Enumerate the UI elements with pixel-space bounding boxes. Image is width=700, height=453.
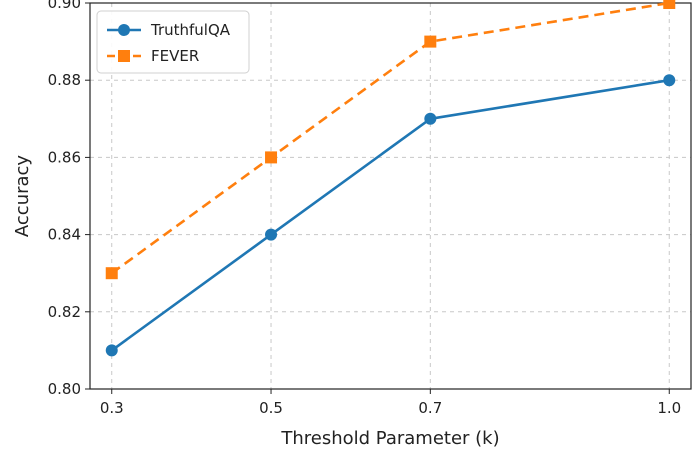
legend-entry-fever: FEVER	[107, 47, 199, 65]
legend-label: TruthfulQA	[150, 21, 231, 39]
x-tick-label: 0.3	[100, 399, 124, 417]
data-point	[424, 35, 437, 48]
series-fever	[105, 0, 676, 280]
data-point	[265, 151, 278, 164]
data-point	[424, 112, 437, 125]
series-line-truthfulqa	[110, 78, 670, 352]
series-group	[105, 0, 676, 357]
y-tick-label: 0.82	[48, 303, 81, 321]
legend-box	[96, 10, 250, 74]
x-axis-label: Threshold Parameter (k)	[280, 428, 499, 449]
y-tick-label: 0.80	[48, 380, 81, 398]
axis-ticks: 0.80 0.82 0.84 0.86 0.88 0.90 0.3 0.5 0.7 1.0	[48, 0, 682, 417]
grid	[90, 2, 691, 390]
plot-area	[89, 2, 692, 390]
series-line-fever	[110, 1, 670, 275]
data-point	[663, 0, 676, 9]
legend-marker	[118, 50, 130, 62]
legend-marker	[118, 24, 130, 36]
legend-entry-truthfulqa: TruthfulQA	[107, 21, 231, 39]
legend-label: FEVER	[151, 47, 199, 65]
data-point	[663, 74, 676, 87]
legend: TruthfulQA FEVER	[96, 10, 250, 74]
x-tick-label: 1.0	[657, 399, 681, 417]
y-tick-label: 0.86	[48, 148, 81, 166]
data-point	[105, 267, 118, 280]
x-tick-label: 0.7	[418, 399, 442, 417]
y-tick-label: 0.90	[48, 0, 81, 12]
data-point	[105, 344, 118, 357]
data-point	[265, 228, 278, 241]
x-tick-label: 0.5	[259, 399, 283, 417]
y-tick-label: 0.88	[48, 71, 81, 89]
series-truthfulqa	[105, 74, 676, 357]
y-tick-label: 0.84	[48, 226, 81, 244]
y-axis-label: Accuracy	[12, 155, 33, 238]
